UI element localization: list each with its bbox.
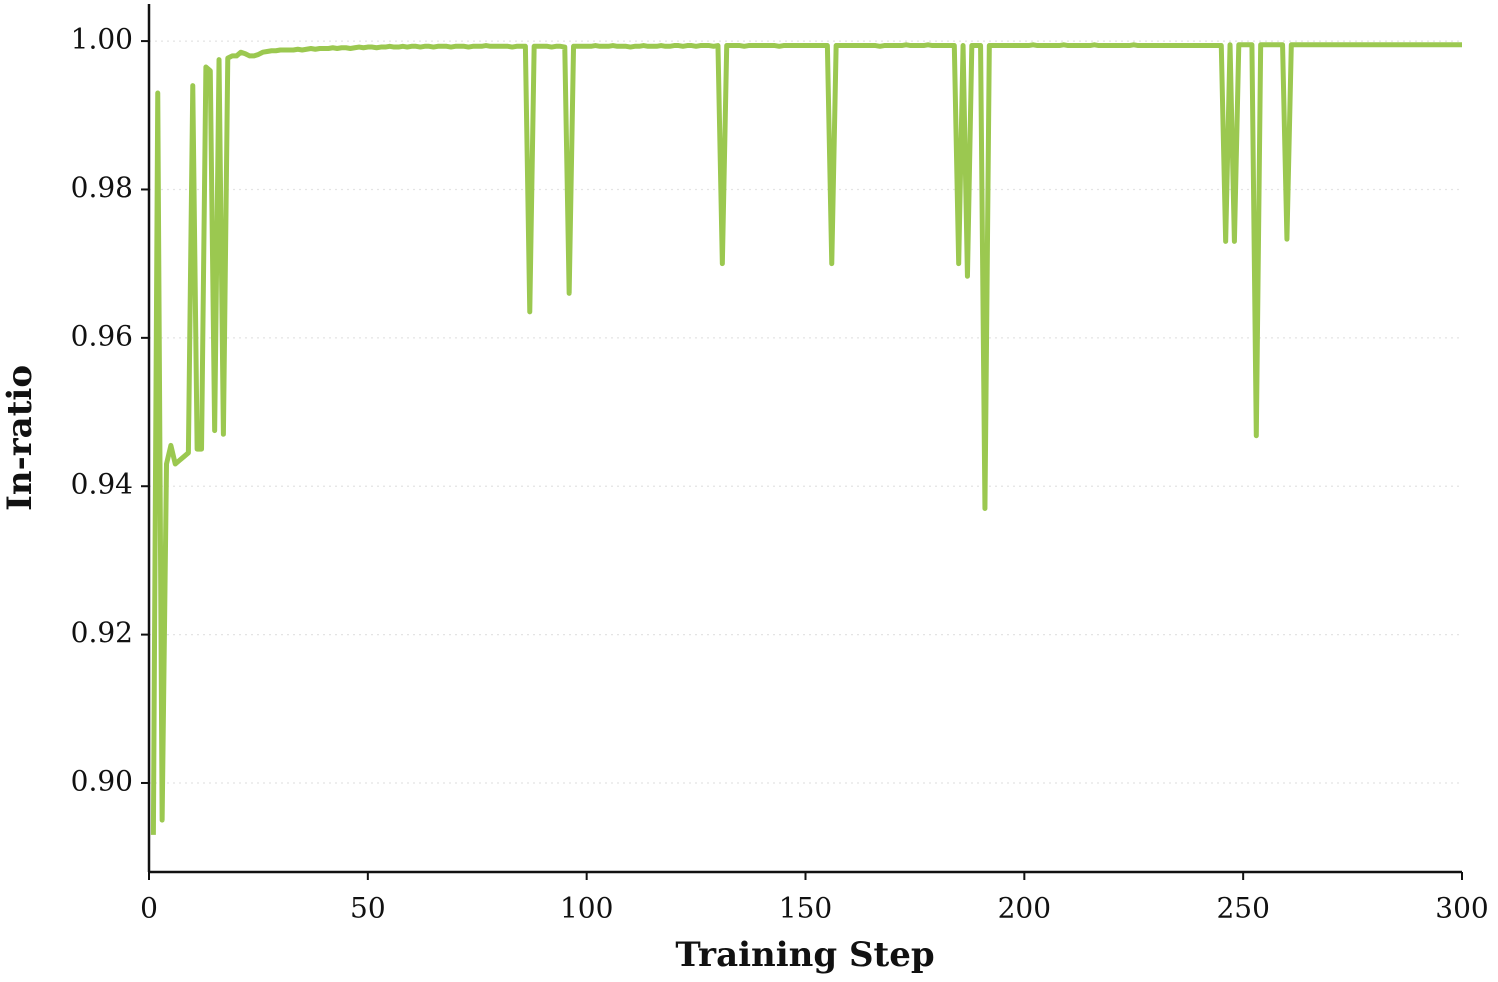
y-tick-label: 0.90 (71, 764, 133, 797)
y-tick-label: 1.00 (71, 23, 133, 56)
y-tick-label: 0.98 (71, 171, 133, 204)
x-axis-title: Training Step (675, 935, 934, 975)
y-tick-label: 0.96 (71, 319, 133, 352)
y-tick-label: 0.94 (71, 468, 133, 501)
x-tick-label: 100 (560, 892, 613, 925)
x-tick-label: 150 (779, 892, 832, 925)
y-tick-label: 0.92 (71, 616, 133, 649)
y-axis-title: In-ratio (0, 365, 40, 511)
x-tick-label: 50 (350, 892, 386, 925)
x-tick-label: 250 (1216, 892, 1269, 925)
data-line (150, 42, 1462, 835)
x-tick-label: 200 (998, 892, 1051, 925)
x-tick-label: 300 (1435, 892, 1488, 925)
x-tick-label: 0 (140, 892, 158, 925)
